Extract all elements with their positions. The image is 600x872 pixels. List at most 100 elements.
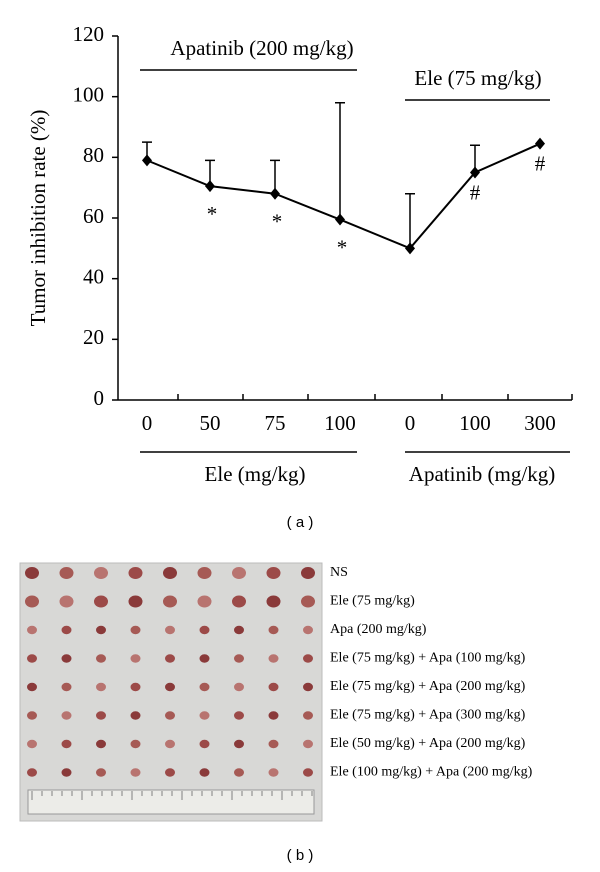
y-tick-label: 0	[94, 386, 105, 410]
tumor	[25, 595, 39, 608]
y-axis-label: Tumor inhibition rate (%)	[26, 110, 50, 327]
x-tick-label: 50	[200, 411, 221, 435]
tumor	[165, 768, 175, 777]
photo-label: Ele (75 mg/kg)	[330, 594, 415, 609]
tumor	[27, 654, 37, 663]
tumor	[27, 625, 37, 635]
tumor	[27, 739, 37, 749]
x-tick-label: 300	[524, 411, 556, 435]
tumor	[268, 711, 279, 720]
marker	[535, 137, 545, 150]
tumor	[130, 711, 141, 720]
tumor	[266, 567, 281, 579]
annotation: #	[470, 180, 481, 204]
marker	[205, 180, 215, 193]
tumor	[303, 739, 313, 749]
tumor	[130, 682, 141, 692]
annotation: #	[535, 151, 546, 175]
tumor	[59, 595, 74, 608]
tumor	[130, 625, 141, 635]
tumor	[234, 768, 244, 777]
tumor	[199, 768, 210, 777]
tumor	[27, 682, 37, 692]
x-tick-label: 100	[459, 411, 491, 435]
tumor	[303, 682, 313, 692]
tumor	[61, 711, 72, 720]
annotation: *	[207, 202, 218, 226]
annotation: *	[272, 210, 283, 234]
tumor	[197, 567, 212, 579]
tumor	[301, 567, 315, 579]
tumor	[234, 739, 244, 749]
tumor	[25, 567, 39, 579]
tumor	[27, 768, 37, 777]
tumor	[61, 739, 72, 749]
tumor	[130, 739, 141, 749]
tumor	[303, 625, 313, 635]
tumor	[199, 711, 210, 720]
tumor	[199, 682, 210, 692]
tumor-samples	[25, 567, 315, 800]
group-label: Ele (mg/kg)	[205, 462, 306, 486]
photo-label: Ele (75 mg/kg) + Apa (300 mg/kg)	[330, 708, 526, 723]
photo-label: Ele (75 mg/kg) + Apa (200 mg/kg)	[330, 679, 526, 694]
tumor	[303, 711, 313, 720]
tumor	[61, 682, 72, 692]
tumor	[61, 654, 72, 663]
tumor	[301, 595, 315, 608]
tumor	[303, 768, 313, 777]
marker	[335, 213, 345, 226]
tumor	[165, 654, 175, 663]
y-tick-label: 20	[83, 325, 104, 349]
photo-label: Ele (50 mg/kg) + Apa (200 mg/kg)	[330, 736, 526, 751]
tumor	[234, 654, 244, 663]
photo-label: Ele (100 mg/kg) + Apa (200 mg/kg)	[330, 765, 533, 780]
x-tick-label: 0	[405, 411, 416, 435]
tumor	[61, 625, 72, 635]
tumor	[59, 567, 74, 579]
tumor	[128, 595, 143, 608]
tumor	[234, 711, 244, 720]
tumor	[94, 595, 108, 608]
tumor	[165, 739, 175, 749]
tumor	[232, 567, 246, 579]
marker	[142, 154, 152, 167]
group-label: Ele (75 mg/kg)	[414, 66, 541, 90]
y-tick-label: 40	[83, 264, 104, 288]
tumor	[199, 654, 210, 663]
caption: ( a )	[287, 514, 314, 531]
tumor	[96, 768, 106, 777]
annotation: *	[337, 235, 348, 259]
tumor	[232, 595, 246, 608]
data-line	[146, 142, 541, 250]
tumor	[199, 739, 210, 749]
tumor	[165, 625, 175, 635]
tumor	[268, 654, 279, 663]
tumor	[96, 654, 106, 663]
tumor	[234, 682, 244, 692]
tumor	[130, 654, 141, 663]
tumor	[96, 711, 106, 720]
marker	[405, 242, 415, 255]
y-tick-label: 60	[83, 204, 104, 228]
tumor	[234, 625, 244, 635]
error-bar	[405, 192, 415, 249]
ruler	[27, 789, 315, 815]
tumor	[199, 625, 210, 635]
tumor	[96, 739, 106, 749]
tumor	[130, 768, 141, 777]
marker	[470, 166, 480, 179]
y-tick-label: 120	[73, 22, 105, 46]
tumor	[266, 595, 281, 608]
tumor	[163, 567, 177, 579]
photo-label: Apa (200 mg/kg)	[330, 622, 427, 637]
tumor	[268, 768, 279, 777]
tumor	[268, 739, 279, 749]
tumor	[163, 595, 177, 608]
tumor	[96, 682, 106, 692]
tumor	[94, 567, 108, 579]
group-label: Apatinib (mg/kg)	[409, 462, 555, 486]
tumor	[303, 654, 313, 663]
tumor	[197, 595, 212, 608]
